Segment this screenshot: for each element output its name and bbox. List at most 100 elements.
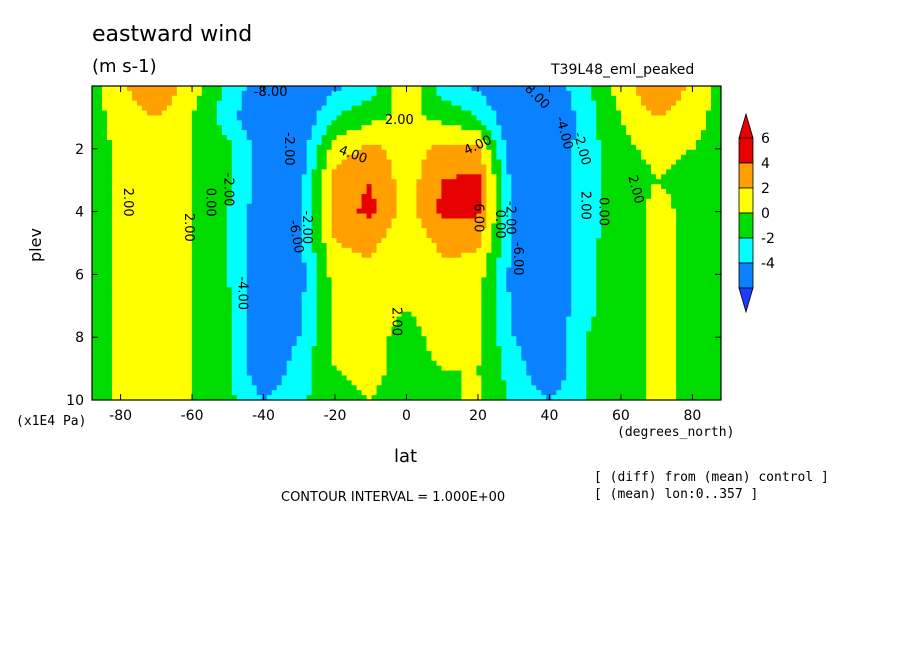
field-cell (236, 110, 243, 117)
field-cell (346, 86, 353, 92)
field-cell (126, 267, 133, 274)
field-cell (541, 228, 547, 234)
field-cell (206, 169, 213, 175)
field-cell (636, 189, 642, 195)
field-cell (316, 125, 323, 131)
field-cell (671, 208, 677, 215)
field-cell (201, 193, 208, 200)
run-name: T39L48_eml_peaked (551, 62, 695, 78)
field-cell (151, 203, 158, 210)
field-cell (106, 105, 113, 112)
field-cell (226, 105, 233, 112)
field-cell (571, 110, 577, 117)
field-cell (241, 95, 248, 102)
field-cell (701, 100, 707, 107)
field-cell (236, 189, 243, 195)
field-cell (136, 174, 143, 180)
field-cell (451, 267, 458, 274)
field-cell (526, 193, 532, 200)
field-cell (351, 247, 358, 254)
field-cell (521, 257, 527, 264)
field-cell (271, 247, 278, 254)
field-cell (531, 184, 537, 190)
field-cell (131, 115, 138, 121)
field-cell (521, 238, 527, 244)
field-cell (321, 110, 328, 117)
field-cell (436, 159, 443, 166)
field-cell (571, 193, 577, 200)
field-cell (461, 100, 467, 107)
field-cell (556, 184, 562, 190)
field-cell (681, 203, 687, 210)
field-cell (351, 164, 358, 171)
field-cell (351, 223, 358, 229)
field-cell (366, 208, 373, 215)
field-cell (331, 223, 338, 229)
field-cell (591, 174, 597, 180)
field-cell (626, 174, 632, 180)
field-cell (196, 169, 203, 175)
field-cell (221, 149, 228, 156)
field-cell (541, 154, 547, 161)
field-cell (321, 90, 328, 97)
field-cell (526, 272, 532, 278)
field-cell (596, 262, 602, 269)
field-cell (446, 189, 453, 195)
field-cell (136, 243, 143, 249)
field-cell (176, 243, 183, 249)
field-cell (131, 228, 138, 234)
field-cell (486, 277, 492, 283)
field-cell (306, 95, 313, 102)
field-cell (116, 110, 123, 117)
field-cell (116, 198, 123, 205)
field-cell (551, 86, 557, 92)
field-cell (92, 100, 98, 107)
field-cell (616, 86, 622, 92)
field-cell (596, 95, 602, 102)
field-cell (151, 169, 158, 175)
field-cell (651, 139, 657, 146)
field-cell (556, 144, 562, 151)
field-cell (156, 193, 163, 200)
field-cell (141, 223, 148, 229)
field-cell (216, 144, 223, 151)
field-cell (371, 193, 378, 200)
field-cell (236, 184, 243, 190)
field-cell (561, 164, 567, 171)
field-cell (296, 90, 303, 97)
field-cell (591, 139, 597, 146)
field-cell (226, 174, 233, 180)
field-cell (321, 149, 328, 156)
field-cell (181, 243, 188, 249)
field-cell (336, 208, 343, 215)
field-cell (501, 267, 507, 274)
field-cell (106, 252, 113, 259)
field-cell (641, 90, 647, 97)
field-cell (156, 100, 163, 107)
field-cell (321, 95, 328, 102)
field-cell (546, 228, 552, 234)
field-cell (571, 154, 577, 161)
field-cell (666, 218, 672, 224)
field-cell (301, 179, 308, 185)
field-cell (121, 267, 128, 274)
field-cell (231, 125, 238, 131)
field-cell (491, 174, 497, 180)
field-cell (351, 228, 358, 234)
field-cell (501, 272, 507, 278)
field-cell (496, 238, 502, 244)
field-cell (611, 208, 617, 215)
field-cell (92, 90, 98, 97)
field-cell (656, 243, 662, 249)
field-cell (416, 149, 423, 156)
field-cell (686, 100, 692, 107)
field-cell (491, 213, 497, 220)
field-cell (151, 164, 158, 171)
field-cell (141, 90, 148, 97)
field-cell (416, 262, 423, 269)
field-cell (151, 86, 158, 92)
field-cell (251, 238, 258, 244)
field-cell (511, 213, 517, 220)
field-cell (436, 174, 443, 180)
field-cell (421, 184, 428, 190)
